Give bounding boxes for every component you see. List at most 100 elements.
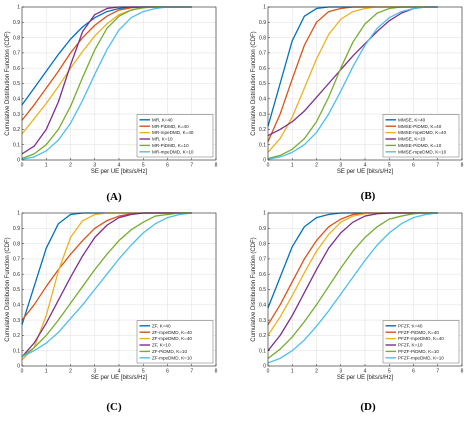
x-tick-label: 6 <box>166 369 169 375</box>
legend-label: MR-mpeDMD, K=10 <box>152 149 194 154</box>
y-tick-label: 0.4 <box>259 303 266 309</box>
x-tick-label: 3 <box>339 163 342 169</box>
y-tick-label: 1 <box>263 5 266 11</box>
panel-b: 0 1 2 3 4 5 6 7 8 0 0.1 0.2 0.3 0.4 0.5 0.6 0.7 0.8 0.9 1 SE… <box>251 5 464 202</box>
y-tick-label: 0 <box>17 364 20 370</box>
x-tick-label: 8 <box>215 369 218 375</box>
y-tick-label: 1 <box>263 211 266 217</box>
series-line <box>21 212 192 358</box>
panel-label: (C) <box>106 401 122 413</box>
legend-label: ZF, K=40 <box>152 323 171 328</box>
legend-label: PFZF-PiDMD, K=10 <box>398 349 439 354</box>
x-tick-label: 8 <box>215 163 218 169</box>
y-tick-label: 0.6 <box>13 272 20 278</box>
y-tick-label: 0.1 <box>259 142 266 148</box>
x-tick-label: 8 <box>461 163 464 169</box>
panel-a: 0 1 2 3 4 5 6 7 8 0 0.1 0.2 0.3 0.4 0.5 0.6 0.7 0.8 0.9 1 SE… <box>5 5 218 203</box>
series-line <box>21 6 192 160</box>
y-tick-label: 0.3 <box>13 112 20 118</box>
legend-label: MR, K=10 <box>152 137 173 142</box>
y-tick-label: 0.3 <box>259 318 266 324</box>
y-tick-label: 0.5 <box>13 81 20 87</box>
x-tick-label: 5 <box>388 369 391 375</box>
y-tick-label: 0.6 <box>259 66 266 72</box>
legend-label: ZF-mpeDMD, K=40 <box>152 336 192 341</box>
y-tick-label: 0.6 <box>13 66 20 72</box>
legend-label: MMSE-PiDMD, K=40 <box>398 124 442 129</box>
x-tick-label: 1 <box>45 163 48 169</box>
x-tick-label: 6 <box>166 163 169 169</box>
series-line <box>267 212 438 364</box>
x-tick-label: 4 <box>364 369 367 375</box>
legend-box <box>136 320 214 364</box>
legend-label: ZF-mpeDMD, K=40 <box>152 330 192 335</box>
panel-label: (B) <box>361 190 376 202</box>
x-tick-label: 7 <box>436 369 439 375</box>
legend-label: MR-PiDMD, K=10 <box>152 143 189 148</box>
x-tick-label: 1 <box>45 369 48 375</box>
y-tick-label: 0.3 <box>259 112 266 118</box>
legend-box <box>382 114 460 158</box>
y-tick-label: 0.7 <box>259 51 266 57</box>
x-tick-label: 0 <box>21 163 24 169</box>
series-line <box>21 212 192 358</box>
legend-label: PFZF-mpeDMD, K=10 <box>398 355 444 360</box>
legend-label: MMSE-PiDMD, K=10 <box>398 143 442 148</box>
legend: MMSE, K=40 MMSE-PiDMD, K=40 MMSE-mpeDMD, K… <box>382 114 460 158</box>
axes-frame <box>21 212 217 367</box>
x-tick-label: 2 <box>315 163 318 169</box>
x-tick-label: 5 <box>142 369 145 375</box>
x-tick-label: 2 <box>69 369 72 375</box>
legend-label: MR-mpeDMD, K=40 <box>152 130 194 135</box>
x-tick-label: 6 <box>412 163 415 169</box>
y-tick-label: 0.1 <box>13 348 20 354</box>
panel-d: 0 1 2 3 4 5 6 7 8 0 0.1 0.2 0.3 0.4 0.5 0.6 0.7 0.8 0.9 1 SE… <box>251 211 464 413</box>
y-axis-label: Cumulative Distribution Function (CDF) <box>5 237 11 341</box>
x-tick-label: 0 <box>21 369 24 375</box>
y-tick-label: 0.9 <box>259 226 266 232</box>
x-axis-label: SE per UE [bits/s/Hz] <box>91 169 148 175</box>
x-tick-label: 2 <box>315 369 318 375</box>
y-tick-label: 0 <box>17 158 20 164</box>
y-tick-label: 0.2 <box>13 333 20 339</box>
y-tick-label: 0.7 <box>13 51 20 57</box>
y-tick-label: 0.9 <box>13 20 20 26</box>
series-line <box>267 212 438 359</box>
axes-frame <box>267 212 463 367</box>
legend-box <box>382 320 460 364</box>
x-tick-label: 1 <box>291 163 294 169</box>
panel-label: (A) <box>106 191 122 203</box>
panel-label: (D) <box>360 401 376 413</box>
legend-label: MMSE-mpeDMD, K=10 <box>398 149 447 154</box>
x-tick-label: 5 <box>142 163 145 169</box>
legend-label: PFZF-mpeDMD, K=40 <box>398 336 444 341</box>
legend-label: PFZF, K=10 <box>398 343 423 348</box>
legend-box <box>136 114 214 158</box>
y-tick-label: 0.5 <box>259 81 266 87</box>
axes-frame <box>21 6 217 161</box>
y-tick-label: 0.9 <box>13 226 20 232</box>
y-tick-label: 0.4 <box>13 303 20 309</box>
axes-frame <box>267 6 463 161</box>
legend-label: PFZF-PiDMD, K=40 <box>398 330 439 335</box>
y-tick-label: 0.5 <box>259 287 266 293</box>
y-tick-label: 0.8 <box>13 241 20 247</box>
y-axis-label: Cumulative Distribution Function (CDF) <box>251 237 257 341</box>
y-tick-label: 0.8 <box>13 35 20 41</box>
x-tick-label: 0 <box>267 163 270 169</box>
x-axis-label: SE per UE [bits/s/Hz] <box>91 375 148 381</box>
y-axis-label: Cumulative Distribution Function (CDF) <box>5 31 11 135</box>
x-tick-label: 8 <box>461 369 464 375</box>
y-tick-label: 1 <box>17 211 20 217</box>
legend-label: MMSE, K=40 <box>398 117 426 122</box>
y-tick-label: 0 <box>263 364 266 370</box>
legend-label: MMSE, K=10 <box>398 137 426 142</box>
x-axis-label: SE per UE [bits/s/Hz] <box>337 169 394 175</box>
y-tick-label: 0.1 <box>13 142 20 148</box>
x-tick-label: 3 <box>339 369 342 375</box>
x-tick-label: 7 <box>190 369 193 375</box>
